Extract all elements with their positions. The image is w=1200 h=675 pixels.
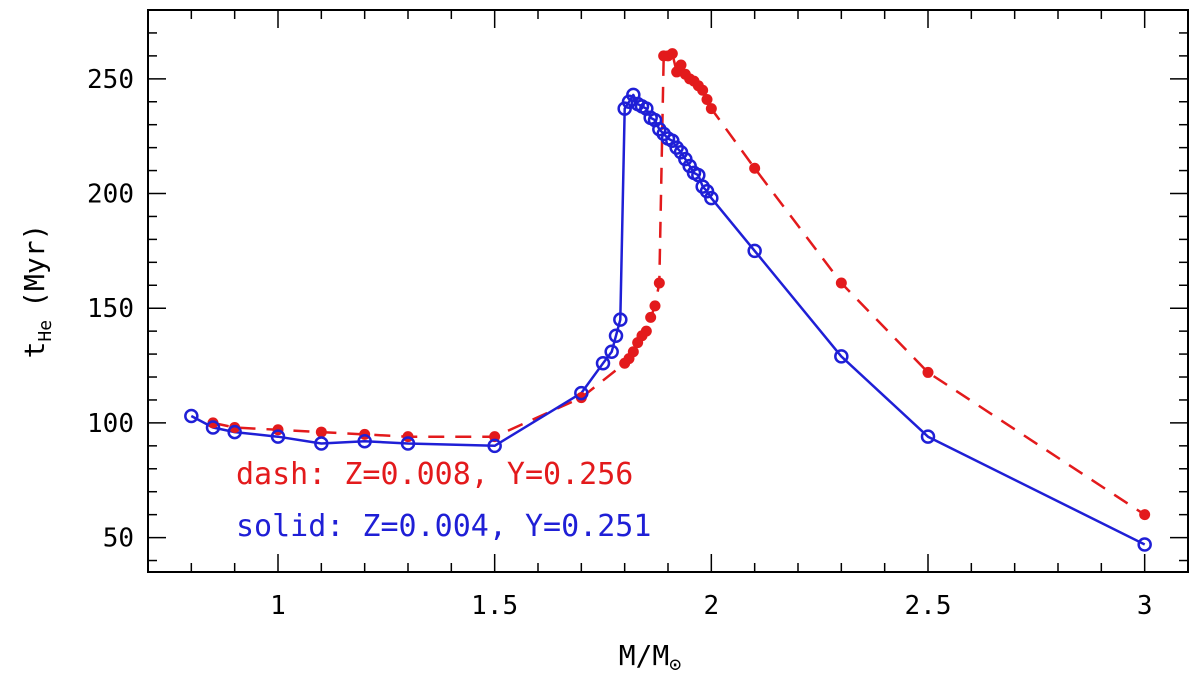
series-dash-point xyxy=(697,84,709,96)
y-tick-label: 100 xyxy=(87,409,134,439)
x-tick-label: 2.5 xyxy=(905,591,952,621)
series-dash-point xyxy=(229,421,241,433)
series-dash-point xyxy=(922,366,934,378)
series-solid-point xyxy=(604,344,619,360)
series-dash-point xyxy=(627,346,639,358)
series-dash-point xyxy=(575,392,587,404)
x-tick-labels: 1 1.5 2 2.5 3 xyxy=(270,591,1152,621)
series-dash-point xyxy=(315,426,327,438)
series-solid-point xyxy=(747,243,762,259)
y-axis-title: tHe (Myr) xyxy=(18,224,56,359)
series-dash-point xyxy=(653,277,665,289)
x-tick-label: 1 xyxy=(270,591,286,621)
y-tick-labels: 50 100 150 200 250 xyxy=(87,65,134,554)
series-dash-point xyxy=(640,325,652,337)
minor-ticks xyxy=(148,10,1188,572)
series-dash-line xyxy=(212,52,1146,516)
y-axis-title-subscript: He xyxy=(35,320,56,342)
x-tick-label: 1.5 xyxy=(471,591,518,621)
y-axis-title-main: t xyxy=(18,342,51,359)
series-solid-point xyxy=(227,424,242,440)
y-tick-label: 200 xyxy=(87,180,134,210)
x-axis-title-subscript: ⊙ xyxy=(669,652,681,675)
major-ticks xyxy=(148,10,1188,572)
series-solid-point xyxy=(400,436,416,451)
series-dash-point xyxy=(675,59,687,71)
x-tick-label: 3 xyxy=(1137,591,1153,621)
legend-dash-label: dash: Z=0.008, Y=0.256 xyxy=(236,457,633,492)
series-solid-point xyxy=(613,312,628,327)
series-dash-point xyxy=(207,417,219,429)
series-solid-point xyxy=(1137,537,1152,552)
series-solid-point xyxy=(595,356,611,371)
series-dash-point xyxy=(705,103,717,115)
series-dash-point xyxy=(645,311,657,323)
series-solid-point xyxy=(205,420,221,435)
series-solid-point xyxy=(487,438,502,454)
series-solid-point xyxy=(834,349,849,364)
series-dash-point xyxy=(835,277,847,289)
series-solid-point xyxy=(357,433,372,449)
series-dash-point xyxy=(649,300,661,312)
x-tick-label: 2 xyxy=(704,591,720,621)
y-tick-label: 50 xyxy=(103,524,134,554)
y-axis-title-units: (Myr) xyxy=(18,224,51,308)
series-solid-point xyxy=(574,385,589,401)
series-dash-point xyxy=(701,93,713,105)
series-solid-point xyxy=(314,436,329,451)
y-tick-label: 250 xyxy=(87,65,134,95)
x-axis-title: M/M⊙ xyxy=(619,639,682,675)
series-solid-point xyxy=(608,328,624,343)
series-solid-point xyxy=(270,429,286,444)
legend-solid-label: solid: Z=0.004, Y=0.251 xyxy=(236,509,651,544)
series-solid-point xyxy=(184,408,199,424)
series-dash-point xyxy=(666,48,678,60)
series-dash-point xyxy=(749,162,761,174)
series-points xyxy=(184,48,1152,552)
x-axis-title-main: M/M xyxy=(619,639,670,672)
series-solid-point xyxy=(920,429,936,444)
y-tick-label: 150 xyxy=(87,294,134,324)
series-dash-point xyxy=(1139,509,1151,521)
series-solid-point xyxy=(704,190,719,206)
